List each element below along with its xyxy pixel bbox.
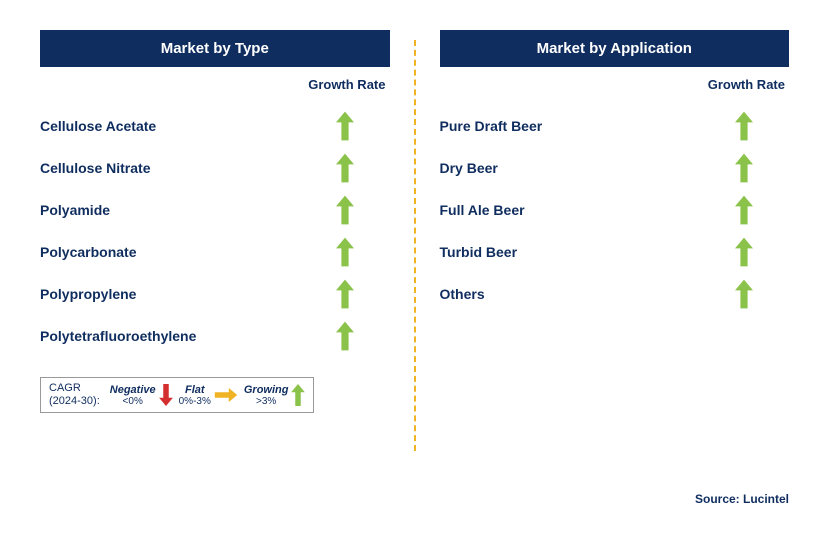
- row-label: Full Ale Beer: [440, 202, 700, 218]
- data-row: Polyamide: [40, 189, 390, 231]
- legend-cagr-line2: (2024-30):: [49, 395, 100, 408]
- arrow-up-icon: [336, 237, 354, 267]
- data-row: Cellulose Acetate: [40, 105, 390, 147]
- panel-header-application: Market by Application: [440, 30, 790, 67]
- panel-market-by-type: Market by Type Growth Rate Cellulose Ace…: [40, 30, 415, 511]
- data-row: Cellulose Nitrate: [40, 147, 390, 189]
- data-row: Pure Draft Beer: [440, 105, 790, 147]
- legend-cagr-label: CAGR (2024-30):: [49, 382, 100, 408]
- legend-item-label: Flat: [185, 384, 205, 396]
- row-label: Polypropylene: [40, 286, 300, 302]
- growth-arrow-cell: [300, 153, 390, 183]
- arrow-up-icon: [336, 195, 354, 225]
- arrow-up-icon: [735, 195, 753, 225]
- data-row: Others: [440, 273, 790, 315]
- data-row: Dry Beer: [440, 147, 790, 189]
- arrow-up-icon: [735, 237, 753, 267]
- legend-arrow-icon: [159, 384, 173, 406]
- legend-item-label: Growing: [244, 384, 289, 396]
- row-label: Others: [440, 286, 700, 302]
- growth-arrow-cell: [699, 279, 789, 309]
- row-label: Polycarbonate: [40, 244, 300, 260]
- infographic-container: Market by Type Growth Rate Cellulose Ace…: [40, 30, 789, 511]
- panel-header-type: Market by Type: [40, 30, 390, 67]
- arrow-up-icon: [735, 111, 753, 141]
- legend-arrow-icon: [291, 384, 305, 406]
- source-attribution: Source: Lucintel: [695, 492, 789, 506]
- legend-cagr-line1: CAGR: [49, 382, 100, 395]
- growth-rate-header-app: Growth Rate: [708, 77, 785, 92]
- growth-arrow-cell: [300, 237, 390, 267]
- legend-item-sub: <0%: [123, 396, 143, 407]
- data-row: Polytetrafluoroethylene: [40, 315, 390, 357]
- row-label: Pure Draft Beer: [440, 118, 700, 134]
- cagr-legend: CAGR (2024-30): Negative<0% Flat0%-3% Gr…: [40, 377, 314, 413]
- legend-item-label: Negative: [110, 384, 156, 396]
- rows-application: Growth Rate Pure Draft Beer Dry Beer Ful…: [440, 105, 790, 315]
- arrow-up-icon: [336, 111, 354, 141]
- legend-item: Negative<0%: [110, 384, 173, 407]
- arrow-up-icon: [735, 153, 753, 183]
- growth-rate-header-type: Growth Rate: [308, 77, 385, 92]
- legend-item-sub: >3%: [256, 396, 276, 407]
- row-label: Cellulose Nitrate: [40, 160, 300, 176]
- growth-arrow-cell: [699, 195, 789, 225]
- arrow-up-icon: [336, 321, 354, 351]
- data-row: Full Ale Beer: [440, 189, 790, 231]
- row-label: Dry Beer: [440, 160, 700, 176]
- growth-arrow-cell: [300, 321, 390, 351]
- arrow-right-icon: [214, 388, 238, 402]
- panel-market-by-application: Market by Application Growth Rate Pure D…: [415, 30, 790, 511]
- data-row: Polycarbonate: [40, 231, 390, 273]
- row-label: Cellulose Acetate: [40, 118, 300, 134]
- legend-item: Flat0%-3%: [179, 384, 238, 407]
- arrow-up-icon: [291, 384, 305, 406]
- growth-arrow-cell: [300, 195, 390, 225]
- row-label: Polyamide: [40, 202, 300, 218]
- arrow-up-icon: [735, 279, 753, 309]
- growth-arrow-cell: [699, 153, 789, 183]
- growth-arrow-cell: [699, 237, 789, 267]
- legend-arrow-icon: [214, 388, 238, 402]
- growth-arrow-cell: [699, 111, 789, 141]
- arrow-up-icon: [336, 279, 354, 309]
- arrow-up-icon: [336, 153, 354, 183]
- row-label: Polytetrafluoroethylene: [40, 328, 300, 344]
- data-row: Polypropylene: [40, 273, 390, 315]
- arrow-down-icon: [159, 384, 173, 406]
- row-label: Turbid Beer: [440, 244, 700, 260]
- data-row: Turbid Beer: [440, 231, 790, 273]
- rows-type: Growth Rate Cellulose Acetate Cellulose …: [40, 105, 390, 357]
- legend-item: Growing>3%: [244, 384, 306, 407]
- growth-arrow-cell: [300, 111, 390, 141]
- legend-item-sub: 0%-3%: [179, 396, 211, 407]
- growth-arrow-cell: [300, 279, 390, 309]
